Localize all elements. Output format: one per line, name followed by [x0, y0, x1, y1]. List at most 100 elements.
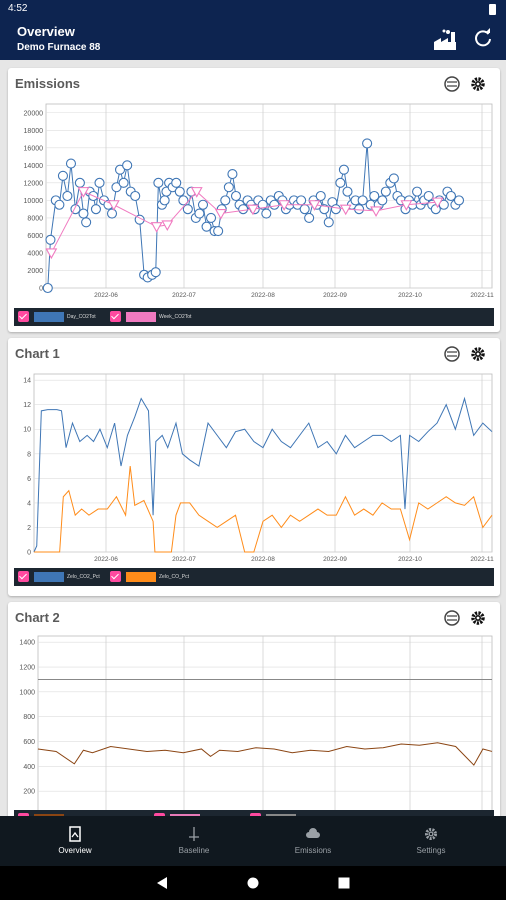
legend-item[interactable]: [154, 813, 203, 816]
data-point: [380, 186, 391, 197]
cloud-icon: [306, 828, 320, 838]
data-point: [45, 234, 56, 245]
gear-icon[interactable]: [471, 611, 485, 625]
y-tick-label: 10: [23, 427, 31, 434]
battery-icon: [489, 4, 496, 15]
refresh-icon[interactable]: [472, 28, 494, 50]
x-tick-label: 2022-06: [94, 556, 118, 563]
baseline-icon: [189, 827, 199, 841]
y-tick-label: 400: [23, 764, 35, 771]
data-point: [412, 186, 423, 197]
reset-zoom-icon[interactable]: [444, 610, 460, 626]
data-point: [150, 222, 163, 233]
legend-swatch: [170, 814, 200, 816]
emissions-chart[interactable]: 0 2000 4000 6000 8000 10000 12000 14000 16000 180…: [8, 96, 500, 306]
checkbox-icon[interactable]: [250, 813, 261, 816]
checkbox-icon[interactable]: [154, 813, 165, 816]
y-tick-label: 4000: [27, 250, 43, 257]
nav-item-settings[interactable]: Settings: [368, 816, 494, 866]
data-point: [197, 199, 209, 210]
x-tick-label: 2022-07: [172, 292, 196, 299]
data-point: [205, 212, 217, 223]
checkbox-icon[interactable]: [110, 311, 121, 322]
data-point: [182, 204, 193, 215]
data-point: [304, 212, 315, 223]
y-tick-label: 1000: [19, 689, 35, 696]
data-point: [377, 195, 388, 206]
gear-icon[interactable]: [471, 77, 485, 91]
factory-icon[interactable]: [432, 28, 458, 52]
data-point: [78, 208, 89, 219]
data-point: [190, 187, 203, 198]
nav-label: Emissions: [294, 846, 332, 855]
gear-icon: [425, 828, 437, 840]
nav-item-baseline[interactable]: Baseline: [131, 816, 257, 866]
legend-label: Zelo_CO_Pct: [159, 574, 190, 580]
nav-label: Settings: [416, 846, 446, 855]
chart-2[interactable]: 02004006008001000120014002022-062022-072…: [8, 630, 500, 816]
status-time: 4:52: [8, 3, 28, 14]
checkbox-icon[interactable]: [18, 813, 29, 816]
data-point: [171, 177, 182, 188]
checkbox-icon[interactable]: [110, 571, 121, 582]
data-point: [174, 186, 185, 197]
data-point: [42, 282, 53, 294]
series-line: [50, 190, 438, 254]
legend-item-zelo-co2-pct[interactable]: Zelo_CO2_Pct: [18, 571, 100, 583]
data-point: [330, 204, 341, 215]
legend-item[interactable]: [250, 813, 299, 816]
home-icon[interactable]: [247, 877, 259, 889]
x-tick-label: 2022-11: [470, 556, 494, 563]
data-point: [194, 208, 205, 219]
legend-swatch: [34, 814, 64, 816]
legend-item-week-co2tot[interactable]: Week_CO2Tot: [110, 311, 191, 323]
reset-zoom-icon[interactable]: [444, 346, 460, 362]
chart-1[interactable]: 0 2 4 6 8 10 12 14 2022-06 2022-07 2022-08 2022-09 2…: [8, 366, 500, 568]
y-tick-label: 14: [23, 378, 31, 385]
data-point: [201, 221, 212, 232]
data-point: [65, 158, 77, 169]
checkbox-icon[interactable]: [18, 571, 29, 582]
checkbox-icon[interactable]: [18, 311, 29, 322]
gear-icon[interactable]: [471, 347, 485, 361]
data-point: [54, 199, 65, 210]
data-point: [369, 190, 380, 202]
legend-swatch: [34, 572, 64, 582]
y-tick-label: 8000: [27, 215, 43, 222]
nav-item-emissions[interactable]: Emissions: [250, 816, 376, 866]
x-tick-label: 2022-11: [470, 292, 494, 299]
x-tick-label: 2022-10: [398, 292, 422, 299]
y-tick-label: 14000: [24, 163, 44, 170]
data-point: [269, 199, 280, 210]
card-title: Chart 2: [15, 610, 60, 625]
legend-label: Week_CO2Tot: [159, 314, 192, 320]
legend-item[interactable]: [18, 813, 67, 816]
legend-item-day-co2tot[interactable]: Day_CO2Tot: [18, 311, 96, 323]
dashboard-content[interactable]: Emissions 0 2000 4000 6000 8000 10000 12000 140…: [0, 60, 506, 816]
x-tick-label: 2022-09: [323, 556, 347, 563]
data-point: [357, 195, 368, 206]
y-tick-label: 6000: [27, 233, 43, 240]
x-tick-label: 2022-06: [94, 292, 118, 299]
back-icon[interactable]: [156, 876, 168, 890]
data-point: [362, 138, 373, 149]
data-point: [370, 206, 382, 218]
card-title: Emissions: [15, 76, 81, 91]
y-tick-label: 4: [27, 500, 31, 507]
data-point: [423, 190, 434, 202]
legend-label: Day_CO2Tot: [67, 314, 96, 320]
data-point: [161, 220, 174, 232]
legend-item-zelo-co-pct[interactable]: Zelo_CO_Pct: [110, 571, 189, 583]
recents-icon[interactable]: [338, 877, 350, 889]
y-tick-label: 1200: [19, 665, 35, 672]
data-point: [213, 225, 224, 237]
reset-zoom-icon[interactable]: [444, 76, 460, 92]
nav-item-overview[interactable]: Overview: [12, 816, 138, 866]
series-line: [33, 396, 493, 553]
legend-swatch: [126, 572, 156, 582]
plot-area: [37, 635, 493, 816]
x-tick-label: 2022-08: [251, 556, 275, 563]
data-point: [342, 186, 353, 197]
y-tick-label: 16000: [24, 145, 44, 152]
x-tick-label: 2022-09: [323, 292, 347, 299]
